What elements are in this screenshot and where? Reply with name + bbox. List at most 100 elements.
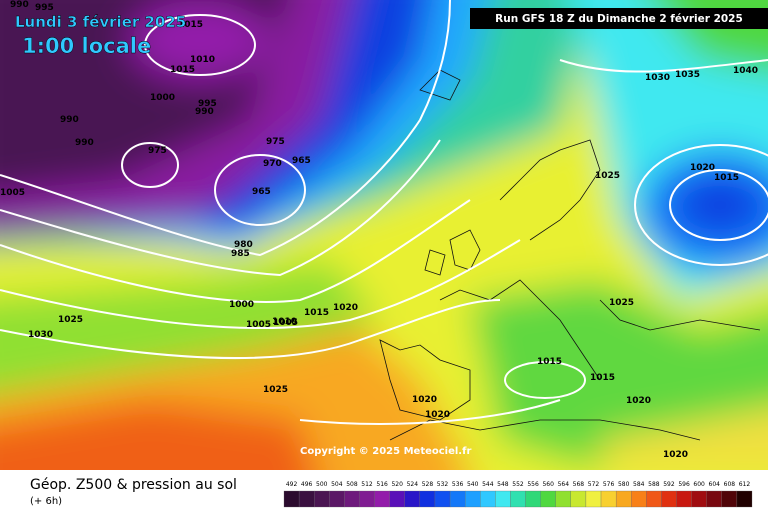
forecast-date: Lundi 3 février 2025 bbox=[15, 13, 186, 31]
isobar-label: 990 bbox=[75, 138, 94, 148]
colorbar-label: 492 bbox=[286, 481, 298, 488]
isobar-labels: 990 9951005101510101015100099599099099097… bbox=[0, 0, 758, 460]
isobar-label: 1025 bbox=[263, 385, 288, 395]
colorbar-label: 520 bbox=[391, 481, 403, 488]
isobar-label: 1020 bbox=[425, 410, 450, 420]
isobar-label: 1030 bbox=[645, 73, 670, 83]
colorbar-cell bbox=[419, 490, 436, 508]
colorbar-label: 512 bbox=[361, 481, 373, 488]
colorbar-cell bbox=[283, 490, 300, 508]
colorbar-label: 552 bbox=[512, 481, 524, 488]
coastlines bbox=[379, 69, 761, 441]
isobar-label: 1015 bbox=[170, 65, 195, 75]
isobar-label: 1020 bbox=[690, 163, 715, 173]
colorbar-label: 504 bbox=[331, 481, 343, 488]
colorbar-cell bbox=[314, 490, 330, 508]
run-info: Run GFS 18 Z du Dimanche 2 février 2025 bbox=[495, 13, 743, 25]
footer-lead: (+ 6h) bbox=[30, 496, 62, 507]
colorbar-cell bbox=[570, 490, 587, 508]
colorbar-cell bbox=[329, 490, 345, 508]
isobar-label: 1025 bbox=[609, 298, 634, 308]
colorbar-label: 564 bbox=[558, 481, 570, 488]
isobar-label: 965 bbox=[292, 156, 311, 166]
isobar-label: 1010 bbox=[272, 317, 297, 327]
isobar-label: 975 bbox=[148, 146, 167, 156]
isobars bbox=[0, 0, 768, 424]
colorbar-label: 608 bbox=[724, 481, 736, 488]
colorbar-label: 524 bbox=[407, 481, 419, 488]
isobar-label: 1030 bbox=[28, 330, 53, 340]
isobar-label: 995 bbox=[198, 99, 217, 109]
isobar-label: 995 bbox=[35, 3, 54, 13]
isobar-label: 975 bbox=[266, 137, 285, 147]
colorbar-label: 568 bbox=[573, 481, 585, 488]
colorbar-cell bbox=[480, 490, 496, 508]
isobar-label: 1040 bbox=[733, 66, 758, 76]
isobar-label: 1015 bbox=[714, 173, 739, 183]
isobar-label: 1005 bbox=[273, 318, 298, 328]
colorbar-label: 588 bbox=[648, 481, 660, 488]
isobar-label: 1025 bbox=[595, 171, 620, 181]
colorbar-cell bbox=[359, 490, 375, 508]
colorbar-cell bbox=[661, 490, 677, 508]
colorbar-cell bbox=[706, 490, 722, 508]
isobar-label: 990 bbox=[60, 115, 79, 125]
colorbar-label: 532 bbox=[437, 481, 449, 488]
isobar-label: 1025 bbox=[58, 315, 83, 325]
colorbar-label: 516 bbox=[376, 481, 388, 488]
colorbar-cell bbox=[434, 490, 451, 508]
colorbar-label: 560 bbox=[542, 481, 554, 488]
colorbar-cell bbox=[721, 490, 738, 508]
footer-title: Géop. Z500 & pression au sol bbox=[30, 477, 237, 493]
isobar-label: 985 bbox=[231, 249, 250, 259]
isobar-label: 1020 bbox=[626, 396, 651, 406]
colorbar-label: 536 bbox=[452, 481, 464, 488]
colorbar-label: 544 bbox=[482, 481, 494, 488]
colorbar-cell bbox=[389, 490, 405, 508]
colorbar-label: 584 bbox=[633, 481, 645, 488]
colorbar-label: 500 bbox=[316, 481, 328, 488]
colorbar-label: 556 bbox=[527, 481, 539, 488]
isobar-label: 1010 bbox=[190, 55, 215, 65]
colorbar: 492 496 500 504 508 512 516 520 524 528 532 536 540 5… bbox=[283, 481, 753, 508]
run-box bbox=[470, 8, 768, 29]
colorbar-label: 508 bbox=[346, 481, 358, 488]
colorbar-cell bbox=[465, 490, 481, 508]
isobar-label: 1005 bbox=[246, 320, 271, 330]
colorbar-label: 576 bbox=[603, 481, 615, 488]
forecast-time: 1:00 locale bbox=[22, 34, 151, 58]
isobar-label: 1020 bbox=[412, 395, 437, 405]
colorbar-cell bbox=[736, 490, 753, 508]
colorbar-cell bbox=[691, 490, 707, 508]
colorbar-label: 572 bbox=[588, 481, 600, 488]
isobar-label: 1005 bbox=[0, 188, 25, 198]
isobar-label: 1020 bbox=[333, 303, 358, 313]
colorbar-label: 612 bbox=[739, 481, 751, 488]
colorbar-cell bbox=[449, 490, 466, 508]
isobar-label: 990 bbox=[195, 107, 214, 117]
colorbar-label: 548 bbox=[497, 481, 509, 488]
isobar-label: 980 bbox=[234, 240, 253, 250]
isobar-label: 1020 bbox=[663, 450, 688, 460]
colorbar-label: 496 bbox=[301, 481, 313, 488]
isobar-label: 990 bbox=[10, 0, 29, 10]
colorbar-cell bbox=[344, 490, 360, 508]
isobar-label: 1015 bbox=[178, 20, 203, 30]
colorbar-label: 604 bbox=[709, 481, 721, 488]
colorbar-cell bbox=[510, 490, 526, 508]
colorbar-label: 596 bbox=[678, 481, 690, 488]
colorbar-label: 528 bbox=[422, 481, 434, 488]
colorbar-label: 540 bbox=[467, 481, 479, 488]
colorbar-cell bbox=[600, 490, 617, 508]
colorbar-cell bbox=[646, 490, 662, 508]
colorbar-cell bbox=[525, 490, 541, 508]
isobar-label: 1000 bbox=[229, 300, 254, 310]
colorbar-label: 600 bbox=[693, 481, 705, 488]
isobar-label: 1015 bbox=[537, 357, 562, 367]
colorbar-cell bbox=[374, 490, 390, 508]
copyright: Copyright © 2025 Meteociel.fr bbox=[300, 446, 471, 457]
isobar-label: 1000 bbox=[150, 93, 175, 103]
colorbar-cell bbox=[404, 490, 421, 508]
